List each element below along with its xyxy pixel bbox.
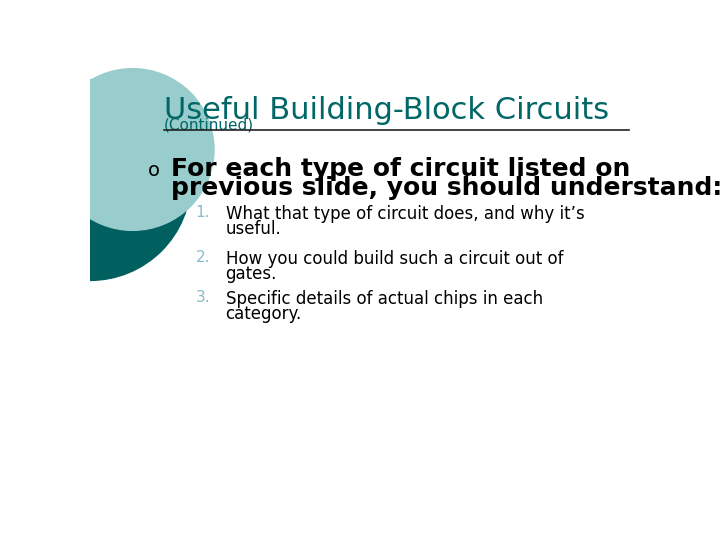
Text: category.: category. [225, 305, 302, 323]
Text: gates.: gates. [225, 265, 277, 283]
Text: What that type of circuit does, and why it’s: What that type of circuit does, and why … [225, 205, 585, 223]
Text: 2.: 2. [196, 249, 210, 265]
Circle shape [51, 69, 214, 231]
Text: For each type of circuit listed on: For each type of circuit listed on [171, 157, 631, 181]
Text: 1.: 1. [196, 205, 210, 220]
Text: Specific details of actual chips in each: Specific details of actual chips in each [225, 289, 543, 308]
Text: (Continued): (Continued) [163, 117, 253, 132]
Text: How you could build such a circuit out of: How you could build such a circuit out o… [225, 249, 563, 268]
Text: useful.: useful. [225, 220, 282, 238]
Text: previous slide, you should understand:: previous slide, you should understand: [171, 176, 720, 200]
Text: o: o [148, 161, 160, 180]
Circle shape [0, 80, 191, 280]
Text: Useful Building-Block Circuits: Useful Building-Block Circuits [163, 96, 608, 125]
Text: 3.: 3. [196, 289, 210, 305]
